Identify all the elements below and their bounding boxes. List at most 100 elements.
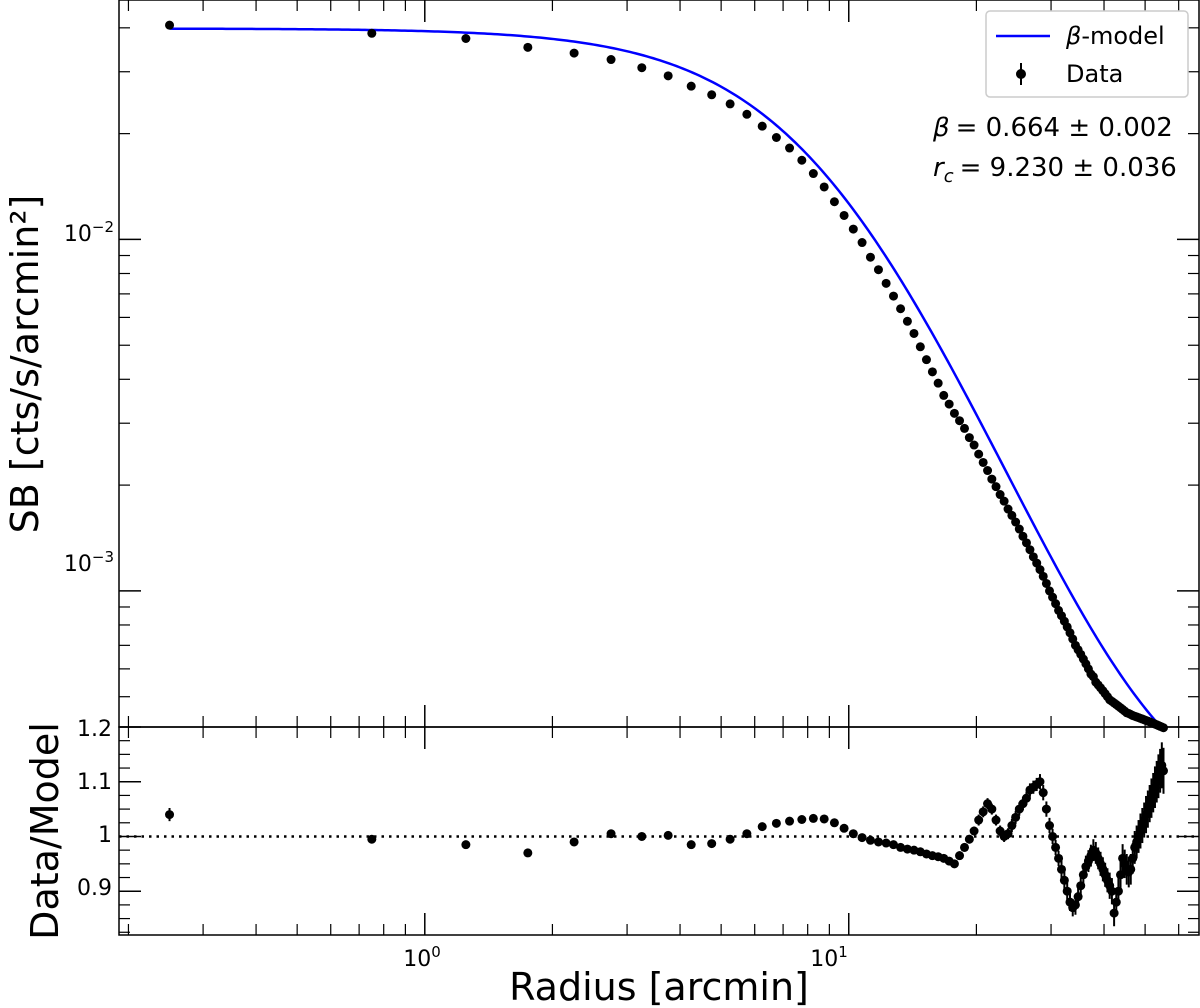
data-point (896, 304, 906, 314)
ratio-point (1003, 829, 1013, 839)
ratio-point (808, 813, 818, 823)
data-point (707, 90, 717, 100)
ratio-point (461, 840, 471, 850)
data-point (995, 490, 1005, 500)
legend-box (985, 10, 1189, 98)
data-point (637, 63, 647, 73)
data-point (1035, 565, 1045, 575)
data-point (933, 378, 943, 388)
data-point (991, 482, 1001, 492)
ratio-point (969, 826, 979, 836)
ratio-point (1051, 842, 1061, 852)
ratio-point (606, 829, 616, 839)
data-point (819, 182, 829, 192)
ratio-panel-frame (118, 726, 1200, 936)
ratio-axis-ticks (119, 726, 1199, 935)
ratio-point (1048, 831, 1058, 841)
ratio-point (873, 837, 883, 847)
ratio-point (1011, 812, 1021, 822)
data-point (1011, 517, 1021, 527)
data-point (606, 55, 616, 65)
data-point (1014, 524, 1024, 534)
ratio-point (785, 816, 795, 826)
data-point (523, 42, 533, 52)
data-point (939, 390, 949, 400)
main-data-points (165, 20, 1168, 733)
ratio-point (1035, 777, 1045, 787)
data-point (969, 440, 979, 450)
ratio-point (725, 834, 735, 844)
data-point (888, 291, 898, 301)
x-tick-label-1: 100 (403, 943, 441, 972)
ratio-point (1113, 886, 1123, 896)
ratio-point (742, 829, 752, 839)
data-point (873, 265, 883, 275)
ratio-point (819, 814, 829, 824)
ratio-point (1041, 804, 1051, 814)
data-point (1021, 538, 1031, 548)
ratio-point (839, 823, 849, 833)
data-point (921, 355, 931, 365)
data-point (987, 474, 997, 484)
data-point (686, 81, 696, 91)
ratio-point (707, 839, 717, 849)
data-point (663, 71, 673, 81)
data-point (964, 433, 974, 443)
data-point (1007, 510, 1017, 520)
ratio-point (974, 815, 984, 825)
data-point (881, 278, 891, 288)
ratio-point (857, 833, 867, 843)
beta-annotation: β = 0.664 ± 0.002 (932, 113, 1173, 143)
legend-data-label: Data (1066, 60, 1123, 88)
legend: β-model Data (985, 10, 1189, 98)
legend-model-label: β-model (1065, 22, 1165, 50)
data-point (955, 416, 965, 426)
ratio-point (569, 837, 579, 847)
ratio-point (1007, 821, 1017, 831)
data-point (974, 449, 984, 459)
data-point (785, 143, 795, 153)
ratio-point (865, 835, 875, 845)
data-point (978, 457, 988, 467)
data-point (927, 367, 937, 377)
data-point (1041, 578, 1051, 588)
data-point (949, 408, 959, 418)
data-point (461, 33, 471, 43)
ratio-point (771, 818, 781, 828)
ratio-point (991, 815, 1001, 825)
data-point (857, 238, 867, 248)
ratio-point (987, 804, 997, 814)
ratio-point (1158, 766, 1168, 776)
ratio-point (797, 815, 807, 825)
data-point (797, 155, 807, 165)
ratio-point (1126, 864, 1136, 874)
ratio-y-tick-label-1.1: 1.1 (77, 770, 112, 795)
ratio-data-points (165, 742, 1168, 927)
data-point (960, 423, 970, 433)
ratio-point (896, 842, 906, 852)
data-point (1038, 571, 1048, 581)
data-point (742, 109, 752, 119)
x-axis-title: Radius [arcmin] (509, 965, 809, 1008)
ratio-point (165, 810, 175, 820)
ratio-y-tick-label-1.0: 1 (98, 823, 112, 848)
ratio-point (1107, 886, 1117, 896)
ratio-point (637, 831, 647, 841)
data-point (1025, 545, 1035, 555)
ratio-point (1045, 821, 1055, 831)
ratio-point (960, 842, 970, 852)
main-axis-ticks (119, 0, 1199, 727)
ratio-point (523, 848, 533, 858)
ratio-point (881, 838, 891, 848)
legend-data-marker (1016, 69, 1026, 79)
ratio-y-tick-label-0.9: 0.9 (77, 876, 112, 901)
ratio-point (949, 859, 959, 869)
ratio-point (829, 818, 839, 828)
ratio-point (848, 829, 858, 839)
data-point (999, 496, 1009, 506)
data-point (757, 121, 767, 131)
data-point (909, 328, 919, 338)
y-axis-title: SB [cts/s/arcmin²] (3, 195, 47, 534)
ratio-point (978, 807, 988, 817)
data-point (829, 197, 839, 207)
